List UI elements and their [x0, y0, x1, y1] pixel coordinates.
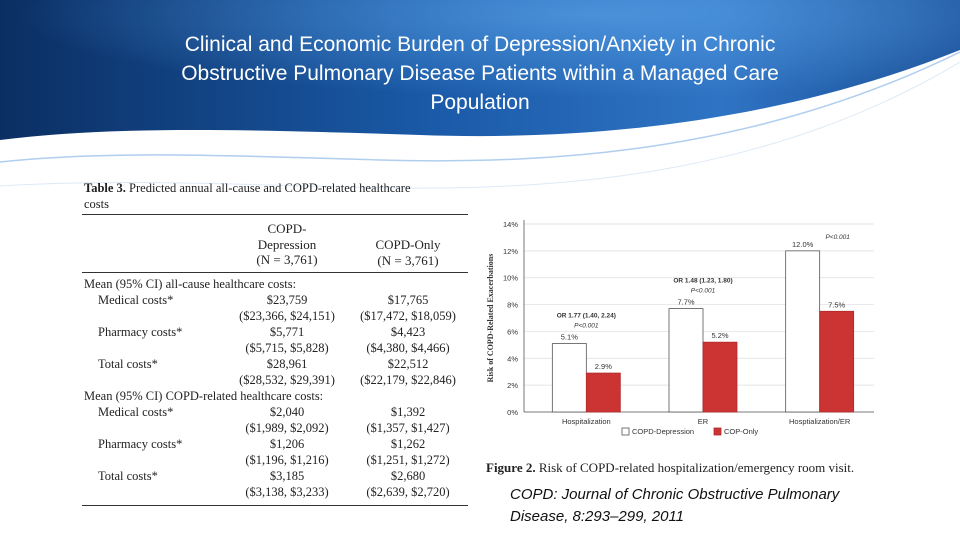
row-label: Medical costs*: [98, 293, 174, 307]
title-line-3: Population: [430, 91, 530, 114]
bar-cop-only: [702, 341, 738, 413]
col1-header-line-3: (N = 3,761): [256, 252, 318, 267]
y-tick-label: 12%: [503, 247, 518, 256]
table-cell-ci: ($3,138, $3,233): [245, 485, 329, 499]
odds-ratio-annotation: OR 1.77 (1.40, 2.24): [557, 313, 616, 320]
table-cell-ci: ($1,989, $2,092): [245, 421, 329, 435]
y-tick-label: 6%: [507, 327, 518, 336]
bar-data-label: 5.2%: [711, 331, 728, 340]
banner-glow: [0, 0, 960, 140]
y-tick-label: 0%: [507, 408, 518, 417]
title-banner: [0, 0, 960, 189]
col2-header-line-2: (N = 3,761): [377, 252, 439, 268]
table-bottom-rule: [82, 505, 468, 506]
table-cell: $2,040: [269, 405, 305, 419]
table-caption-label: Table 3.: [84, 181, 126, 195]
legend-swatch: [713, 427, 722, 436]
figure-caption-text: Risk of COPD-related hospitalization/eme…: [538, 460, 855, 475]
row-label: Pharmacy costs*: [98, 325, 183, 339]
table-cell: $2,680: [390, 469, 426, 483]
y-tick-label: 4%: [507, 354, 518, 363]
bar-data-label: 2.9%: [595, 362, 612, 371]
legend-swatch: [621, 427, 630, 436]
legend-label: COPD-Depression: [632, 427, 694, 436]
table-cell-ci: ($17,472, $18,059): [360, 309, 456, 323]
bar-copd-depression: [785, 250, 821, 413]
x-tick-label: Hosptialization/ER: [789, 417, 851, 426]
table-header-rule: [82, 272, 468, 273]
section-copd-related: Mean (95% CI) COPD-related healthcare co…: [84, 389, 324, 403]
title-line-2: Obstructive Pulmonary Disease Patients w…: [181, 62, 779, 85]
col2-header-line-1: COPD-Only: [375, 237, 441, 252]
title-line-1: Clinical and Economic Burden of Depressi…: [184, 33, 776, 56]
x-tick-label: Hospitalization: [562, 417, 611, 426]
bar-cop-only: [585, 372, 621, 413]
table-caption: Table 3. Predicted annual all-cause and …: [84, 180, 468, 212]
col1-header-line-2: Depression: [257, 236, 317, 252]
table-cell: $5,771: [269, 325, 305, 339]
x-tick-label: ER: [698, 417, 709, 426]
table-top-rule: [82, 214, 468, 215]
table-cell-ci: ($1,196, $1,216): [245, 453, 329, 467]
row-label: Pharmacy costs*: [98, 437, 183, 451]
table-cell: $28,961: [266, 357, 308, 371]
table-cell-ci: ($2,639, $2,720): [366, 485, 450, 499]
bar-data-label: 12.0%: [792, 240, 814, 249]
banner-swoosh-2: [0, 61, 960, 189]
table-cell: $1,392: [390, 405, 426, 419]
table-caption-text-2: costs: [84, 197, 109, 211]
y-axis-title: Risk of COPD-Related Exacerbations: [486, 254, 495, 383]
table-cell: $4,423: [390, 325, 426, 339]
figure-caption: Figure 2. Risk of COPD-related hospitali…: [486, 460, 854, 476]
banner-swoosh: [0, 51, 960, 163]
bar-data-label: 5.1%: [561, 333, 578, 342]
citation-line-2: Disease, 8:293–299, 2011: [510, 508, 685, 525]
row-label: Total costs*: [98, 357, 158, 371]
p-value-annotation: P<0.001: [691, 288, 716, 295]
p-value-annotation: P<0.001: [574, 323, 599, 330]
bar-data-label: 7.5%: [828, 300, 845, 309]
bar-cop-only: [819, 310, 855, 413]
table-cell: $23,759: [266, 293, 308, 307]
col-header-copd-depression: COPD- Depression (N = 3,761): [228, 221, 346, 268]
y-tick-label: 2%: [507, 381, 518, 390]
citation: COPD: Journal of Chronic Obstructive Pul…: [510, 484, 930, 528]
col-header-copd-only: COPD-Only (N = 3,761): [350, 237, 466, 268]
y-tick-label: 8%: [507, 301, 518, 310]
table-cell: $22,512: [387, 357, 429, 371]
table-cell-ci: ($1,251, $1,272): [366, 453, 450, 467]
risk-chart: Risk of COPD-Related Exacerbations 0% 2% 4%…: [484, 212, 884, 480]
row-label: Total costs*: [98, 469, 158, 483]
citation-line-1: COPD: Journal of Chronic Obstructive Pul…: [510, 486, 840, 503]
table-cell-ci: ($23,366, $24,151): [239, 309, 335, 323]
table-cell: $1,206: [269, 437, 305, 451]
figure-caption-label: Figure 2.: [486, 460, 536, 475]
table-cell-ci: ($22,179, $22,846): [360, 373, 456, 387]
bar-copd-depression: [551, 343, 587, 413]
bar-copd-depression: [668, 308, 704, 413]
table-cell: $1,262: [390, 437, 426, 451]
p-value-annotation: P<0.001: [825, 234, 850, 241]
table-cell: $3,185: [269, 469, 305, 483]
odds-ratio-annotation: OR 1.48 (1.23, 1.80): [673, 278, 732, 285]
section-all-cause: Mean (95% CI) all-cause healthcare costs…: [84, 277, 297, 291]
legend-label: COP-Only: [724, 427, 758, 436]
table-caption-text: Predicted annual all-cause and COPD-rela…: [129, 181, 411, 195]
col1-header-line-1: COPD-: [267, 221, 307, 236]
risk-chart-svg: Risk of COPD-Related Exacerbations 0% 2% 4%…: [486, 220, 874, 436]
bar-data-label: 7.7%: [677, 298, 694, 307]
y-tick-label: 10%: [503, 274, 518, 283]
row-label: Medical costs*: [98, 405, 174, 419]
table-cell: $17,765: [387, 293, 429, 307]
table-cell-ci: ($4,380, $4,466): [366, 341, 450, 355]
y-tick-label: 14%: [503, 220, 518, 229]
slide-title: Clinical and Economic Burden of Depressi…: [60, 30, 900, 117]
table-cell-ci: ($1,357, $1,427): [366, 421, 450, 435]
table-cell-ci: ($28,532, $29,391): [239, 373, 335, 387]
table-cell-ci: ($5,715, $5,828): [245, 341, 329, 355]
cost-table: Table 3. Predicted annual all-cause and …: [82, 180, 468, 508]
